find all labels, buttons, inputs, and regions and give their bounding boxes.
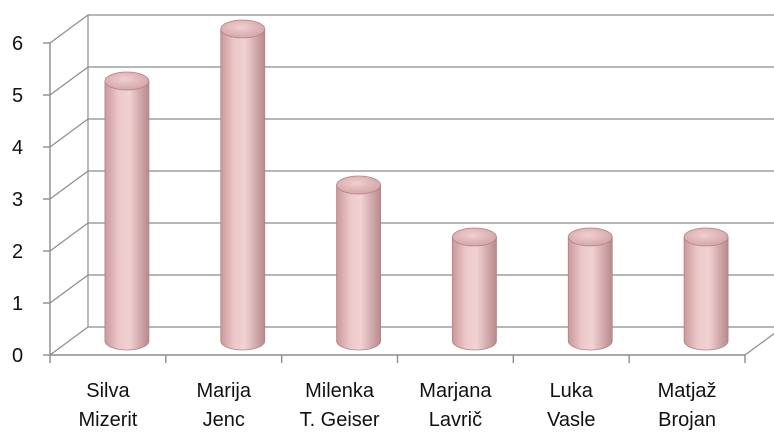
bar-body <box>220 28 266 351</box>
bar <box>452 227 497 351</box>
bar-body <box>452 236 497 351</box>
bar-top <box>336 175 381 195</box>
axes <box>43 42 746 363</box>
gridline-depth <box>49 274 89 304</box>
x-tick-label: Marjana <box>419 380 492 402</box>
bar-body <box>104 80 150 351</box>
x-tick-label: Milenka <box>305 380 375 402</box>
bar-top <box>104 71 150 91</box>
bar <box>567 227 613 351</box>
y-tick-label: 6 <box>12 33 23 55</box>
x-tick-label: Luka <box>550 380 594 402</box>
gridline-depth <box>49 170 89 200</box>
bar <box>336 175 381 351</box>
gridline-depth <box>49 118 89 148</box>
bar <box>104 71 150 351</box>
grid <box>49 14 774 356</box>
bar-body <box>567 236 613 351</box>
bar-top <box>567 227 613 247</box>
labels: 0 1 2 3 4 5 6 Silva Mizerit Marija Jenc Milenka T. G… <box>12 33 717 431</box>
x-tick-label: Jenc <box>203 409 245 431</box>
y-tick-label: 2 <box>12 241 23 263</box>
x-tick-label: Mizerit <box>78 409 137 431</box>
bar-body <box>683 236 729 351</box>
bar <box>683 227 729 351</box>
bar-top <box>683 227 729 247</box>
y-tick-label: 4 <box>12 137 23 159</box>
gridline-depth <box>49 222 89 252</box>
y-tick-label: 5 <box>12 85 23 107</box>
bars <box>104 19 729 351</box>
bar-top <box>452 227 497 247</box>
x-tick-label: Marija <box>197 380 252 402</box>
x-tick-label: Brojan <box>658 409 716 431</box>
y-tick-label: 1 <box>12 293 23 315</box>
bar <box>220 19 266 351</box>
y-tick-label: 3 <box>12 189 23 211</box>
gridline-depth <box>49 66 89 96</box>
x-tick-label: Matjaž <box>658 380 717 402</box>
bar-body <box>336 184 381 351</box>
x-tick-label: Lavrič <box>429 409 482 431</box>
x-tick-label: Silva <box>86 380 130 402</box>
gridline-depth <box>49 326 89 356</box>
floor-edge <box>744 332 774 356</box>
y-tick-label: 0 <box>12 345 23 367</box>
x-tick-label: Vasle <box>547 409 596 431</box>
bar-top <box>220 19 266 39</box>
x-tick-label: T. Geiser <box>300 409 380 431</box>
gridline-depth <box>49 14 89 44</box>
